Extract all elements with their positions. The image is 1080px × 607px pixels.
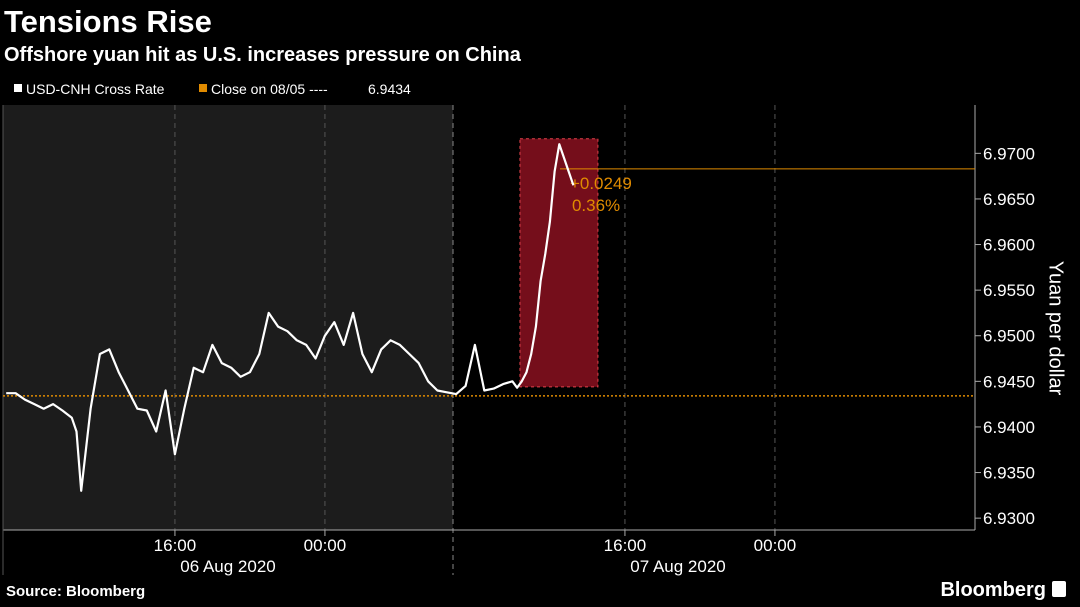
y-tick-label: 6.9400 bbox=[983, 418, 1035, 437]
change-pct-label: 0.36% bbox=[572, 196, 620, 215]
legend-value: 6.9434 bbox=[368, 81, 411, 97]
brand-icon bbox=[1052, 581, 1066, 597]
legend-label: USD-CNH Cross Rate bbox=[26, 81, 165, 97]
session-shade bbox=[3, 105, 453, 530]
brand: Bloomberg bbox=[940, 579, 1046, 601]
date-label: 07 Aug 2020 bbox=[630, 557, 725, 576]
y-tick-label: 6.9450 bbox=[983, 372, 1035, 391]
x-tick-label: 00:00 bbox=[754, 536, 797, 555]
price-line bbox=[6, 143, 575, 492]
y-tick-label: 6.9650 bbox=[983, 190, 1035, 209]
y-tick-label: 6.9500 bbox=[983, 327, 1035, 346]
y-tick-label: 6.9350 bbox=[983, 464, 1035, 483]
legend-swatch bbox=[199, 84, 207, 92]
y-tick-label: 6.9550 bbox=[983, 281, 1035, 300]
x-tick-label: 16:00 bbox=[604, 536, 647, 555]
legend-label: Close on 08/05 ---- bbox=[211, 81, 328, 97]
chart-title: Tensions Rise bbox=[4, 4, 212, 39]
chart-subtitle: Offshore yuan hit as U.S. increases pres… bbox=[4, 44, 522, 66]
source: Source: Bloomberg bbox=[6, 583, 145, 600]
y-tick-label: 6.9300 bbox=[983, 509, 1035, 528]
y-axis-label: Yuan per dollar bbox=[1045, 261, 1067, 396]
change-label: +0.0249 bbox=[570, 174, 632, 193]
y-tick-label: 6.9700 bbox=[983, 144, 1035, 163]
y-tick-label: 6.9600 bbox=[983, 236, 1035, 255]
legend-swatch bbox=[14, 84, 22, 92]
x-tick-label: 00:00 bbox=[304, 536, 347, 555]
x-tick-label: 16:00 bbox=[154, 536, 197, 555]
date-label: 06 Aug 2020 bbox=[180, 557, 275, 576]
